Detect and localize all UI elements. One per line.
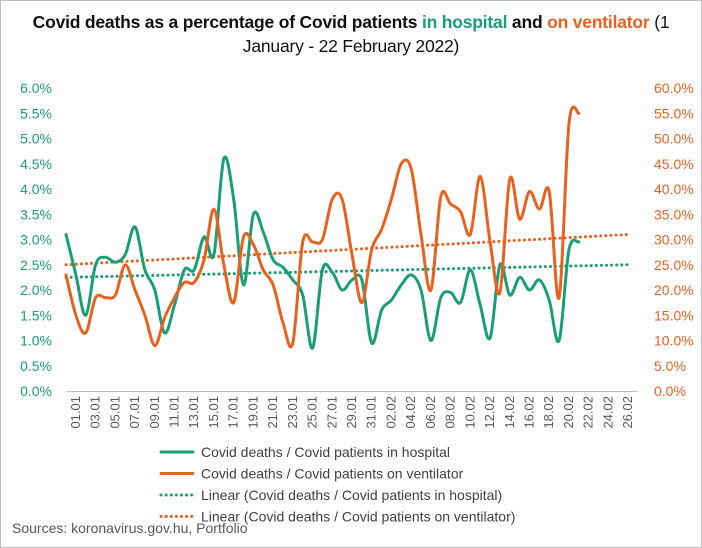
y-right-tick-label: 10.0%	[654, 333, 694, 349]
y-left-tick-label: 0.0%	[20, 383, 52, 399]
y-left-tick-label: 2.0%	[20, 282, 52, 298]
x-tick-label: 21.01	[265, 396, 280, 429]
x-tick-label: 09.01	[147, 396, 162, 429]
y-right-tick-label: 25.0%	[654, 257, 694, 273]
title-part-hospital: in hospital	[421, 12, 508, 32]
y-right-tick-label: 60.0%	[654, 80, 694, 96]
y-left-tick-label: 1.0%	[20, 333, 52, 349]
legend-label-4: Linear (Covid deaths / Covid patients on…	[201, 509, 515, 525]
x-tick-label: 05.01	[107, 396, 122, 429]
y-left-tick-label: 5.0%	[20, 131, 52, 147]
x-tick-label: 26.02	[620, 396, 635, 429]
x-tick-label: 12.02	[482, 396, 497, 429]
trendline-ventilator	[64, 232, 630, 267]
y-left-tick-label: 1.5%	[20, 307, 52, 323]
trendline-hospital	[64, 263, 630, 279]
y-right-tick-label: 15.0%	[654, 307, 694, 323]
y-left-tick-label: 4.5%	[20, 156, 52, 172]
y-right-tick-label: 5.0%	[654, 358, 686, 374]
x-tick-label: 24.02	[600, 396, 615, 429]
y-left-tick-label: 4.0%	[20, 181, 52, 197]
x-tick-label: 02.02	[383, 396, 398, 429]
x-tick-label: 04.02	[403, 396, 418, 429]
y-right-tick-label: 45.0%	[654, 156, 694, 172]
title-part-date-range: (1 January - 22 February 2022)	[242, 12, 670, 56]
y-right-tick-label: 35.0%	[654, 206, 694, 222]
x-tick-label: 31.01	[364, 396, 379, 429]
x-tick-label: 14.02	[502, 396, 517, 429]
title-part-ventilator: on ventilator	[547, 12, 650, 32]
series-line-hospital	[64, 155, 581, 350]
x-tick-label: 03.01	[88, 396, 103, 429]
y-right-tick-label: 50.0%	[654, 131, 694, 147]
x-tick-label: 13.01	[186, 396, 201, 429]
x-tick-label: 01.01	[68, 396, 83, 429]
y-right-tick-label: 40.0%	[654, 181, 694, 197]
y-left-tick-label: 6.0%	[20, 80, 52, 96]
legend-label-1: Covid deaths / Covid patients in hospita…	[201, 444, 450, 460]
chart-title: Covid deaths as a percentage of Covid pa…	[0, 10, 702, 58]
y-right-tick-label: 30.0%	[654, 232, 694, 248]
legend-label-3: Linear (Covid deaths / Covid patients in…	[201, 487, 502, 503]
x-tick-label: 20.02	[561, 396, 576, 429]
x-tick-label: 16.02	[522, 396, 537, 429]
y-left-tick-label: 2.5%	[20, 257, 52, 273]
x-tick-label: 27.01	[324, 396, 339, 429]
x-tick-label: 11.01	[166, 396, 181, 428]
x-tick-label: 06.02	[423, 396, 438, 429]
title-part-1: Covid deaths as a percentage of Covid pa…	[32, 12, 422, 32]
y-left-tick-label: 5.5%	[20, 105, 52, 121]
x-tick-label: 25.01	[305, 396, 320, 429]
x-tick-label: 17.01	[226, 396, 241, 429]
y-left-tick-label: 0.5%	[20, 358, 52, 374]
source-note: Sources: koronavirus.gov.hu, Portfolio	[12, 520, 248, 536]
y-left-tick-label: 3.5%	[20, 206, 52, 222]
x-tick-label: 18.02	[541, 396, 556, 429]
x-tick-label: 29.01	[344, 396, 359, 429]
x-tick-label: 08.02	[443, 396, 458, 429]
x-tick-label: 22.02	[581, 396, 596, 429]
x-tick-label: 23.01	[285, 396, 300, 429]
x-tick-label: 07.01	[127, 396, 142, 429]
title-part-and: and	[507, 12, 548, 32]
y-right-tick-label: 55.0%	[654, 105, 694, 121]
y-left-tick-label: 3.0%	[20, 232, 52, 248]
y-right-tick-label: 20.0%	[654, 282, 694, 298]
series-line-ventilator	[64, 105, 581, 349]
y-right-tick-label: 0.0%	[654, 383, 686, 399]
x-tick-label: 10.02	[462, 396, 477, 429]
x-tick-label: 15.01	[206, 396, 221, 429]
legend-label-2: Covid deaths / Covid patients on ventila…	[201, 466, 464, 482]
x-tick-label: 19.01	[245, 396, 260, 429]
